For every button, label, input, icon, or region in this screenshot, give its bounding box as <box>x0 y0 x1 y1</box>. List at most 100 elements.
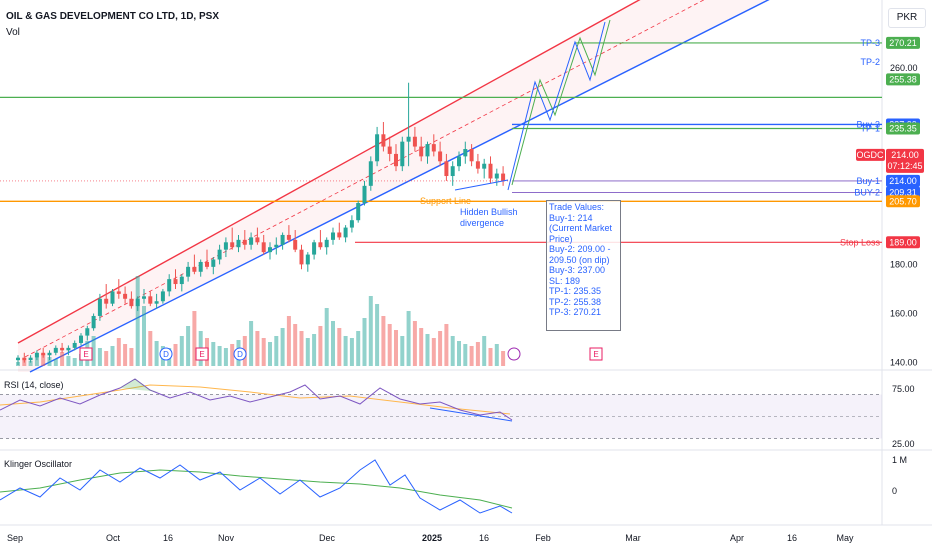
time-tick: Apr <box>730 533 744 543</box>
price-badge-label: 209.31 <box>889 187 917 197</box>
channel-lower-line <box>29 0 770 373</box>
trade-line: TP-1: 235.35 <box>549 286 602 296</box>
countdown-label: 07:12:45 <box>887 161 922 171</box>
volume-bar <box>463 344 468 366</box>
candle-body <box>173 279 178 285</box>
volume-bar <box>400 336 405 366</box>
candle-body <box>324 239 329 248</box>
volume-bar <box>394 330 398 366</box>
volume-bar <box>494 344 499 366</box>
candle-body <box>475 161 480 169</box>
candle-body <box>28 357 33 361</box>
event-marker-label: D <box>237 350 243 359</box>
volume-bar <box>261 338 266 366</box>
level-label: BUY-2 <box>854 187 880 197</box>
candle-body <box>425 144 430 157</box>
price-badge-label: 270.21 <box>889 38 917 48</box>
currency-button[interactable]: PKR <box>888 8 926 28</box>
channel-upper-line <box>17 0 641 344</box>
candle-body <box>318 242 323 248</box>
event-marker-earnings <box>589 347 603 361</box>
candle-body <box>312 242 317 255</box>
volume-bar <box>362 318 367 366</box>
candle-body <box>261 242 266 253</box>
candle-body <box>280 234 285 245</box>
hidden-bullish-label: Hidden Bullish <box>460 207 518 217</box>
event-marker-label: E <box>593 350 598 359</box>
price-badge-bg <box>886 36 920 49</box>
candle-body <box>299 249 304 265</box>
channel-fill <box>18 0 769 372</box>
last-price-badge-bg <box>886 148 924 173</box>
volume-bar <box>104 351 109 366</box>
candle-body <box>274 244 279 248</box>
price-badge-label: 235.35 <box>889 124 917 134</box>
volume-bar <box>343 336 348 366</box>
candle-body <box>123 293 128 299</box>
volume-bar <box>286 316 291 366</box>
volume-bar <box>47 357 52 366</box>
symbol-title: OIL & GAS DEVELOPMENT CO LTD, 1D, PSX <box>6 11 219 22</box>
volume-bar <box>280 328 285 366</box>
candle-body <box>494 173 499 179</box>
candle-body <box>419 146 424 157</box>
candle-body <box>230 242 235 248</box>
volume-bar <box>431 338 436 366</box>
volume-bar <box>66 356 71 366</box>
candle-body <box>381 134 386 147</box>
candle-body <box>79 335 83 343</box>
volume-bar <box>501 351 506 366</box>
event-marker-earnings <box>79 347 93 361</box>
candle-body <box>349 220 354 228</box>
candle-body <box>400 141 405 167</box>
candle-body <box>394 153 398 167</box>
candle-body <box>255 237 260 243</box>
volume-bar <box>387 324 392 366</box>
volume-bar <box>230 344 235 366</box>
time-tick: Mar <box>625 533 641 543</box>
klinger-line <box>0 459 513 514</box>
candle-body <box>438 151 443 162</box>
trade-line: SL: 189 <box>549 275 581 286</box>
trade-line: Buy-3: 237.00 <box>549 265 606 275</box>
price-badge-label: 205.70 <box>889 196 917 206</box>
volume-bar <box>129 348 134 366</box>
level-label: TP-1 <box>860 124 880 134</box>
volume-bar <box>116 338 121 366</box>
level-label: TP-3 <box>860 38 880 48</box>
price-tick: 140.00 <box>890 358 918 368</box>
volume-bar <box>60 352 65 366</box>
klinger-tick: 0 <box>892 486 897 496</box>
candle-body <box>444 161 449 177</box>
price-badge-bg <box>886 122 920 135</box>
volume-bar <box>337 328 342 366</box>
volume-bar <box>154 341 159 366</box>
candle-body <box>268 247 272 253</box>
candle-body <box>91 315 96 329</box>
volume-bar <box>349 338 354 366</box>
time-tick: 16 <box>787 533 797 543</box>
candle-body <box>293 239 298 250</box>
volume-bar <box>381 316 386 366</box>
volume-bar <box>186 326 191 366</box>
event-marker-earnings <box>195 347 209 361</box>
volume-bar <box>318 326 323 366</box>
volume-bar <box>324 308 329 366</box>
candle-body <box>488 163 493 179</box>
event-marker-dividend <box>159 347 173 361</box>
candle-body <box>368 161 373 186</box>
event-marker-dividend <box>233 347 247 361</box>
price-badge-bg <box>886 236 920 249</box>
volume-bar <box>91 336 96 366</box>
candle-body <box>66 347 71 351</box>
candle-body <box>41 352 46 356</box>
volume-bar <box>148 331 153 366</box>
volume-bar <box>123 344 128 366</box>
candle-body <box>85 328 90 336</box>
time-tick: Oct <box>106 533 121 543</box>
volume-bar <box>110 346 115 366</box>
rsi-overbought-fill <box>120 379 160 392</box>
trade-line: Trade Values: <box>549 202 605 212</box>
